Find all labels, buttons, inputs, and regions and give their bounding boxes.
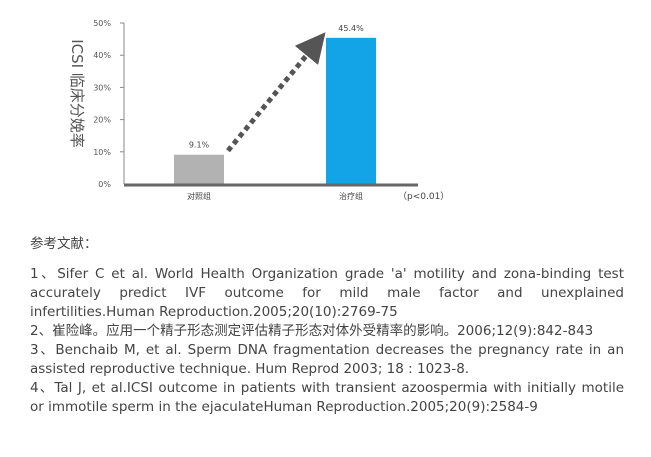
reference-item: 3、Benchaib M, et al. Sperm DNA fragmenta… bbox=[30, 342, 624, 377]
y-tick-label: 10% bbox=[93, 148, 111, 157]
y-tick-label: 30% bbox=[93, 83, 111, 92]
x-tick-label: 对照组 bbox=[187, 191, 211, 201]
bar bbox=[326, 37, 376, 185]
data-labels: 9.1% 45.4% bbox=[189, 24, 364, 150]
y-tick-label: 20% bbox=[93, 116, 111, 125]
y-axis-ticks: 0% 10% 20% 30% 40% 50% bbox=[93, 19, 124, 189]
trend-arrow bbox=[226, 32, 326, 153]
x-tick-labels: 对照组 治疗组 bbox=[187, 191, 363, 201]
bar-chart: 0% 10% 20% 30% 40% 50% 对照组 治疗组 9.1% 45.4% ICSI … bbox=[68, 19, 449, 202]
x-tick-label: 治疗组 bbox=[339, 191, 363, 201]
bars bbox=[174, 37, 376, 185]
reference-item: 4、Tal J, et al.ICSI outcome in patients … bbox=[30, 380, 624, 415]
y-tick-label: 40% bbox=[93, 51, 111, 60]
reference-item: 2、崔险峰。应用一个精子形态测定评估精子形态对体外受精率的影响。2006;12(… bbox=[30, 323, 594, 339]
reference-item: 1、Sifer C et al. World Health Organizati… bbox=[30, 266, 624, 320]
data-label: 45.4% bbox=[338, 24, 364, 33]
y-axis-label: ICSI 临床分娩率 bbox=[68, 39, 86, 148]
y-tick-label: 50% bbox=[93, 19, 111, 28]
references: 参考文献： 1、Sifer C et al. World Health Orga… bbox=[30, 232, 624, 417]
p-value-annotation: （p<0.01） bbox=[398, 191, 449, 202]
bar bbox=[174, 154, 224, 184]
y-tick-label: 0% bbox=[98, 180, 111, 189]
data-label: 9.1% bbox=[189, 141, 210, 150]
references-title: 参考文献： bbox=[30, 236, 98, 252]
